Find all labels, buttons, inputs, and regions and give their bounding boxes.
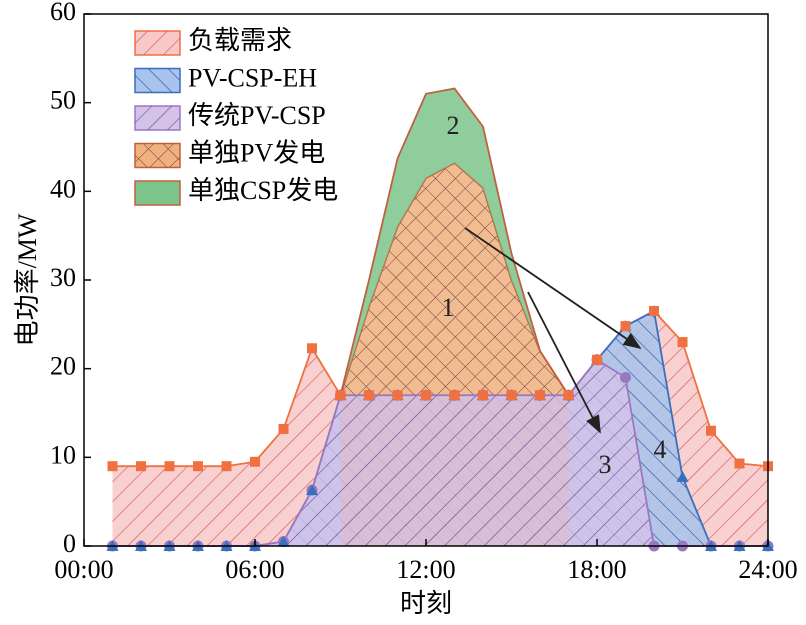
marker <box>277 535 290 547</box>
legend-label: 传统PV-CSP <box>188 101 326 130</box>
marker <box>535 390 545 401</box>
legend-label: PV-CSP-EH <box>188 63 317 92</box>
marker <box>506 390 517 401</box>
marker <box>193 461 203 472</box>
annotation: 4 <box>654 435 667 464</box>
legend-label: 负载需求 <box>188 26 292 55</box>
marker <box>620 372 631 384</box>
x-tick-label: 06:00 <box>225 555 284 584</box>
area <box>340 88 569 396</box>
marker <box>221 461 232 472</box>
x-tick-label: 18:00 <box>567 555 626 584</box>
marker <box>620 321 631 332</box>
y-tick-label: 10 <box>50 440 76 469</box>
marker <box>563 390 574 401</box>
y-tick-label: 30 <box>50 263 76 292</box>
annotation: 2 <box>447 111 460 140</box>
arrow <box>527 291 601 434</box>
marker <box>306 484 318 496</box>
legend-hatch <box>135 68 180 93</box>
marker <box>676 470 689 482</box>
y-tick-label: 0 <box>63 529 76 558</box>
marker <box>592 354 602 365</box>
marker <box>421 390 431 401</box>
marker <box>677 337 688 348</box>
area-hatch <box>112 359 768 546</box>
x-tick-label: 24:00 <box>738 555 797 584</box>
legend-hatch <box>135 143 180 168</box>
x-tick-label: 12:00 <box>396 555 455 584</box>
y-tick-label: 60 <box>50 0 76 26</box>
marker <box>706 425 716 436</box>
marker <box>278 423 289 434</box>
y-tick-label: 40 <box>50 174 76 203</box>
marker <box>250 456 260 467</box>
marker <box>649 306 659 317</box>
marker <box>734 458 745 469</box>
y-tick-label: 20 <box>50 352 76 381</box>
legend-swatch <box>134 180 181 206</box>
marker <box>364 390 374 401</box>
marker <box>392 390 403 401</box>
marker <box>335 390 346 401</box>
marker <box>164 461 175 472</box>
y-axis-label: 电功率/MW <box>13 213 42 346</box>
marker <box>307 343 317 354</box>
x-tick-label: 00:00 <box>54 555 113 584</box>
legend-label: 单独CSP发电 <box>188 176 338 205</box>
marker <box>136 461 146 472</box>
legend-label: 单独PV发电 <box>188 138 325 167</box>
annotation: 3 <box>599 450 612 479</box>
marker <box>107 461 118 472</box>
annotation: 1 <box>442 293 455 322</box>
marker <box>478 390 488 401</box>
legend-hatch <box>135 31 180 55</box>
y-tick-label: 50 <box>50 86 76 115</box>
arrow <box>464 227 642 350</box>
x-axis-label: 时刻 <box>400 589 452 618</box>
legend-hatch <box>135 106 180 130</box>
line <box>339 87 570 396</box>
marker <box>449 390 460 401</box>
